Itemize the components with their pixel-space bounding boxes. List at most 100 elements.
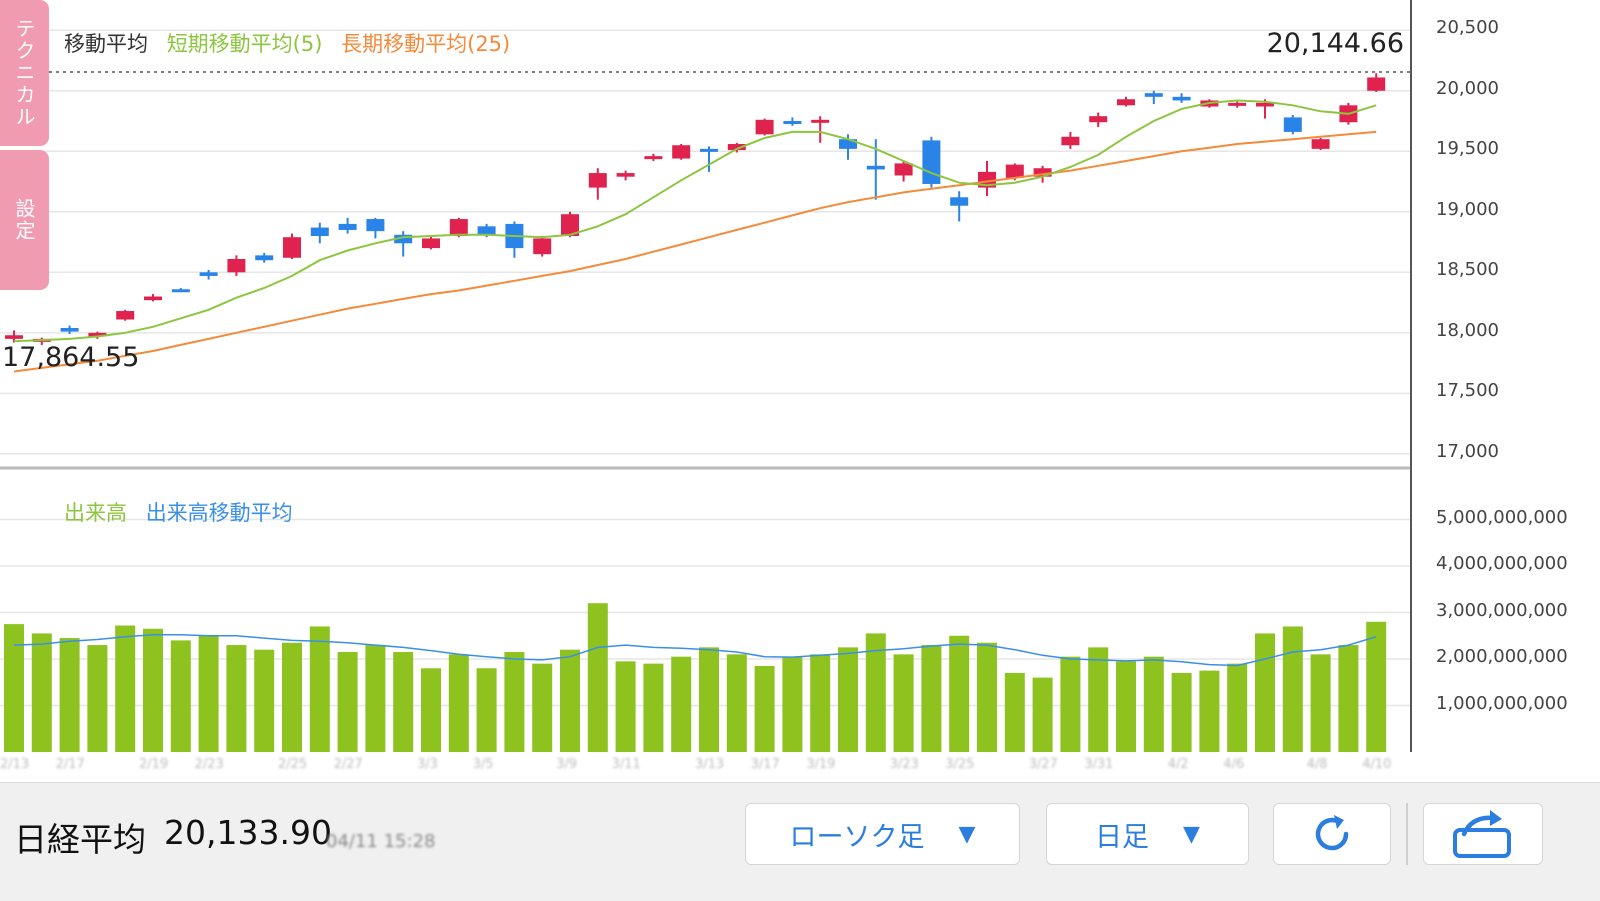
- candle-body: [1283, 117, 1302, 132]
- candle-body: [1311, 139, 1330, 149]
- candles: [5, 73, 1386, 345]
- volume-bar: [337, 652, 358, 752]
- candle-body: [283, 237, 301, 258]
- legend-long-ma: 長期移動平均(25): [341, 32, 511, 56]
- volume-chart[interactable]: [0, 472, 1412, 752]
- volume-bar: [87, 645, 108, 752]
- candle-body: [5, 335, 23, 339]
- volume-bar: [115, 625, 136, 752]
- candle: [644, 153, 663, 161]
- candle-body: [199, 272, 218, 276]
- date-tick-label: 4/6: [1223, 757, 1245, 772]
- volume-bar: [504, 652, 525, 752]
- caret-down-icon: ▼: [958, 821, 976, 847]
- date-tick-label: 3/19: [806, 757, 836, 772]
- candle: [616, 170, 635, 181]
- date-tick-label: 3/3: [417, 757, 438, 772]
- candle: [394, 231, 413, 257]
- volume-bar: [1032, 677, 1053, 752]
- candle-body: [1033, 168, 1052, 177]
- date-tick-label: 4/10: [1362, 757, 1392, 772]
- refresh-button[interactable]: [1273, 803, 1391, 865]
- date-tick-label: 2/13: [0, 757, 30, 772]
- legend-volume: 出来高: [64, 501, 127, 525]
- candle-body: [1089, 116, 1108, 123]
- price-chart[interactable]: [0, 0, 1412, 472]
- candle-body: [60, 327, 79, 332]
- candle-body: [144, 296, 162, 301]
- volume-bar: [309, 626, 330, 752]
- candle-body: [894, 163, 913, 176]
- period-select[interactable]: 日足 ▼: [1046, 803, 1249, 865]
- footer-toolbar: 日経平均 20,133.90 04/11 15:28 ローソク足 ▼ 日足 ▼: [0, 782, 1600, 901]
- candle: [727, 142, 746, 153]
- candle-body: [811, 119, 830, 123]
- candle-body: [255, 255, 274, 261]
- volume-bar: [1060, 656, 1081, 752]
- refresh-icon: [1315, 815, 1349, 851]
- volume-bar: [1282, 626, 1303, 752]
- candle-body: [1367, 77, 1386, 91]
- candle: [672, 144, 691, 160]
- volume-bar: [977, 642, 997, 752]
- volume-bar: [143, 628, 163, 752]
- candle-body: [616, 173, 635, 177]
- volume-bar: [1088, 647, 1109, 752]
- volume-bar: [282, 642, 302, 752]
- candle-body: [561, 214, 579, 236]
- volume-bar: [1171, 672, 1192, 752]
- volume-tick-label: 1,000,000,000: [1436, 692, 1568, 714]
- candle: [1311, 137, 1330, 151]
- volume-bar: [198, 635, 219, 752]
- candle-body: [1172, 96, 1191, 101]
- price-tick-label: 19,500: [1436, 138, 1499, 160]
- date-tick-label: 2/27: [333, 757, 363, 772]
- candle: [561, 211, 579, 238]
- candle: [505, 221, 524, 258]
- volume-bar: [170, 640, 191, 752]
- candle-body: [1117, 99, 1135, 106]
- candle-body: [422, 238, 440, 249]
- candle: [1089, 112, 1108, 128]
- candle: [199, 269, 218, 280]
- volume-bar: [1310, 654, 1331, 752]
- date-tick-label: 3/9: [556, 757, 577, 772]
- max-price-label: 20,144.66: [1266, 28, 1404, 59]
- date-tick-label: 3/11: [611, 757, 641, 772]
- candle: [700, 146, 718, 172]
- share-button[interactable]: [1423, 803, 1543, 865]
- candle: [116, 309, 135, 321]
- candle-body: [727, 144, 746, 151]
- volume-bar: [754, 665, 775, 752]
- candle: [1144, 90, 1163, 105]
- candle: [171, 288, 190, 293]
- candle-body: [922, 140, 941, 184]
- min-price-label: 17,864.55: [2, 342, 140, 373]
- volume-bar: [1199, 670, 1220, 752]
- date-tick-label: 3/23: [889, 757, 919, 772]
- settings-tab[interactable]: 設定: [0, 150, 49, 290]
- candle: [255, 252, 274, 263]
- candle-body: [1256, 102, 1274, 107]
- candle-body: [116, 311, 135, 320]
- date-tick-label: 3/31: [1084, 757, 1114, 772]
- volume-bar: [921, 645, 942, 752]
- volume-bar: [59, 638, 80, 752]
- date-tick-label: 3/13: [695, 757, 725, 772]
- candle: [1117, 96, 1135, 107]
- price-tick-label: 18,000: [1436, 319, 1499, 341]
- volume-bar: [1338, 645, 1359, 752]
- technical-tab[interactable]: テクニカル: [0, 0, 49, 146]
- candle-body: [644, 156, 663, 160]
- date-tick-label: 3/5: [472, 757, 494, 772]
- candle-body: [672, 145, 691, 159]
- volume-bar: [726, 654, 747, 752]
- volume-tick-label: 5,000,000,000: [1436, 506, 1568, 528]
- candle-body: [839, 139, 857, 149]
- footer-divider: [1406, 803, 1408, 865]
- candle-body: [366, 219, 385, 232]
- candle: [338, 217, 357, 234]
- volume-bars: [4, 603, 1387, 752]
- chart-type-select[interactable]: ローソク足 ▼: [745, 803, 1020, 865]
- candle: [1061, 131, 1080, 149]
